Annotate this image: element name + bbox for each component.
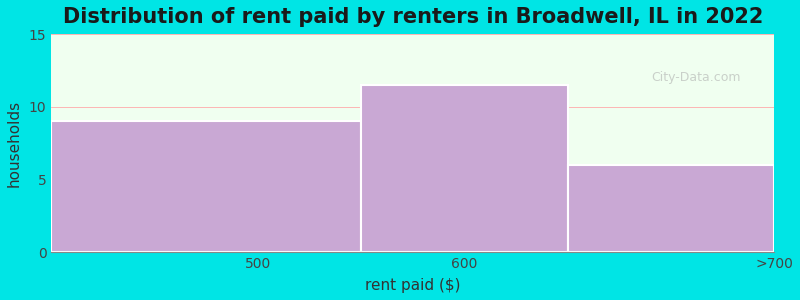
X-axis label: rent paid ($): rent paid ($) — [365, 278, 461, 293]
Bar — [51, 121, 361, 252]
Title: Distribution of rent paid by renters in Broadwell, IL in 2022: Distribution of rent paid by renters in … — [62, 7, 763, 27]
Y-axis label: households: households — [7, 100, 22, 187]
Bar — [568, 165, 774, 252]
Bar — [361, 85, 568, 252]
Text: City-Data.com: City-Data.com — [651, 71, 741, 84]
